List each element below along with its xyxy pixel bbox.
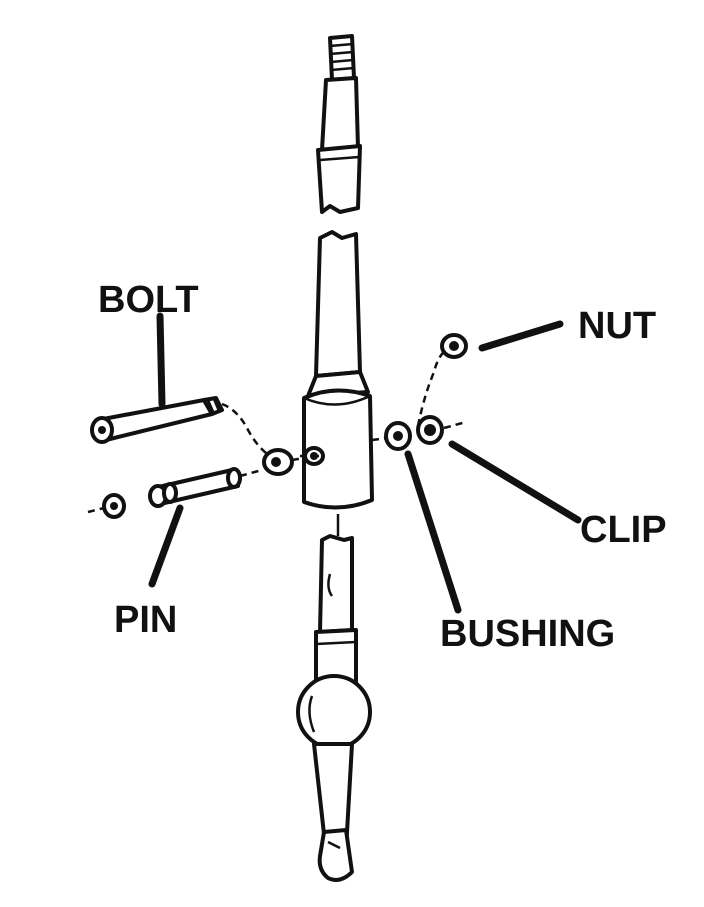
clip-leader-line <box>448 440 582 524</box>
pin-label: PIN <box>114 599 177 641</box>
nut-part <box>416 333 468 427</box>
pin-part <box>87 467 263 519</box>
shift-socket-housing <box>300 388 374 510</box>
bushing-leader-line <box>404 450 462 614</box>
washer-part <box>262 448 305 476</box>
bolt-leader-line <box>156 312 166 408</box>
bolt-path-line <box>221 402 271 458</box>
clip-part <box>416 415 467 445</box>
lower-shift-lever <box>296 534 372 882</box>
bushing-part <box>371 421 412 451</box>
nut-label: NUT <box>578 305 656 347</box>
clip-label: CLIP <box>580 509 667 551</box>
upper-shift-rod <box>316 34 362 214</box>
middle-shift-rod <box>306 230 370 398</box>
bolt-part <box>90 396 224 444</box>
bushing-label: BUSHING <box>440 613 615 655</box>
pin-leader-line <box>148 504 184 588</box>
bolt-label: BOLT <box>98 279 199 321</box>
nut-leader-line <box>478 320 564 352</box>
